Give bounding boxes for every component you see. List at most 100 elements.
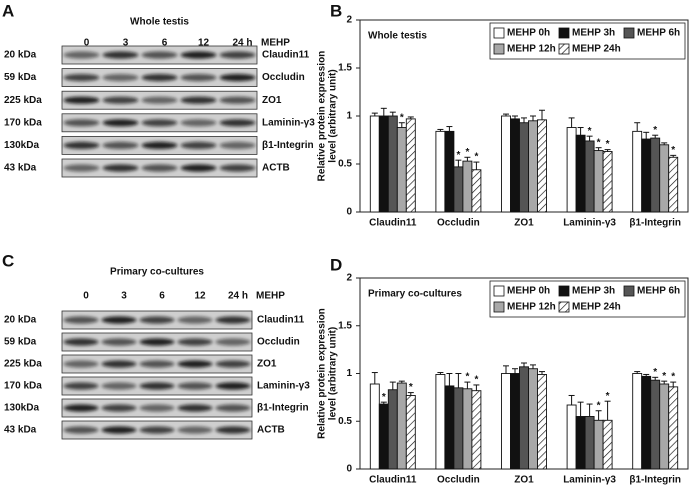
bar <box>659 383 670 470</box>
lane-label: 0 <box>84 38 90 49</box>
blot-band <box>102 141 139 149</box>
lane-label: 3 <box>123 38 129 49</box>
legend-label: MEHP 24h <box>572 44 621 55</box>
legend-label: MEHP 3h <box>572 28 615 39</box>
bar <box>537 119 547 213</box>
bar <box>387 389 398 470</box>
blot-band <box>180 51 217 59</box>
blot-band <box>177 316 213 324</box>
bar <box>602 419 613 470</box>
blot-band <box>63 316 99 324</box>
bar <box>378 403 389 470</box>
bar <box>444 130 455 213</box>
bar <box>510 118 520 213</box>
legend-label: MEHP 12h <box>507 302 556 313</box>
x-tick-label: Occludin <box>437 218 480 229</box>
y-tick-label: 2 <box>346 273 352 284</box>
blot-band <box>141 119 178 127</box>
blot-band <box>63 141 100 149</box>
blot-band <box>219 141 256 149</box>
blot-band <box>63 96 100 104</box>
blot-band <box>219 164 256 172</box>
y-tick-label: 1 <box>346 368 352 379</box>
chart-title: Whole testis <box>368 31 427 42</box>
blot-band <box>215 316 251 324</box>
blot-band <box>139 426 175 434</box>
bar <box>650 137 661 213</box>
bar <box>471 169 482 213</box>
lane-label: 24 h <box>228 291 248 302</box>
significance-mark: * <box>597 400 601 411</box>
bar <box>405 395 416 470</box>
bar <box>668 386 679 470</box>
significance-mark: * <box>597 137 601 148</box>
blot-band <box>63 382 99 390</box>
bar <box>632 130 643 213</box>
x-tick-label: β1-Integrin <box>629 218 681 229</box>
significance-mark: * <box>409 382 413 393</box>
legend-label: MEHP 6h <box>637 28 680 39</box>
lane-label: 12 <box>194 291 206 302</box>
blot-band <box>180 141 217 149</box>
lane-label: 6 <box>162 38 168 49</box>
x-tick-label: Claudin11 <box>369 218 417 229</box>
molecular-weight: 20 kDa <box>4 315 37 326</box>
significance-mark: * <box>382 392 386 403</box>
blot-band <box>215 360 251 368</box>
bar <box>462 160 473 213</box>
legend-swatch <box>623 285 635 297</box>
molecular-weight: 59 kDa <box>4 337 37 348</box>
bar <box>369 115 380 213</box>
bar <box>396 127 407 213</box>
blot-band <box>139 316 175 324</box>
protein-name: ZO1 <box>262 95 282 106</box>
significance-mark: * <box>662 371 666 382</box>
blot-band <box>141 74 178 82</box>
blot-band <box>102 96 139 104</box>
legend-swatch <box>493 285 505 297</box>
blot-band <box>102 164 139 172</box>
blot-band <box>215 404 251 412</box>
molecular-weight: 170 kDa <box>4 117 42 128</box>
significance-mark: * <box>653 367 657 378</box>
blot-band <box>102 74 139 82</box>
lane-label: 6 <box>159 291 165 302</box>
significance-mark: * <box>474 152 478 163</box>
significance-mark: * <box>671 372 675 383</box>
y-axis-label: Relative protein expression <box>317 51 328 182</box>
molecular-weight: 225 kDa <box>4 359 42 370</box>
y-tick-label: 0.5 <box>338 159 352 170</box>
x-tick-label: Claudin11 <box>369 475 417 486</box>
molecular-weight: 59 kDa <box>4 72 37 83</box>
molecular-weight: 130kDa <box>4 403 39 414</box>
y-axis-label: level (arbitrary unit) <box>328 327 339 420</box>
significance-mark: * <box>400 112 404 123</box>
protein-name: Laminin-γ3 <box>257 381 310 392</box>
blot-band <box>219 96 256 104</box>
blot-band <box>63 426 99 434</box>
blot-band <box>63 404 99 412</box>
blot-band <box>101 426 137 434</box>
bar <box>566 127 577 213</box>
y-tick-label: 0 <box>346 207 352 218</box>
legend-swatch <box>558 285 570 297</box>
y-tick-label: 1 <box>346 111 352 122</box>
blot-band <box>63 360 99 368</box>
blot-band <box>102 119 139 127</box>
molecular-weight: 225 kDa <box>4 95 42 106</box>
bar <box>584 416 595 470</box>
blot-band <box>180 74 217 82</box>
significance-mark: * <box>465 147 469 158</box>
x-tick-label: ZO1 <box>514 475 534 486</box>
significance-mark: * <box>671 145 675 156</box>
protein-name: ACTB <box>257 425 285 436</box>
blot-band <box>139 382 175 390</box>
molecular-weight: 130kDa <box>4 140 39 151</box>
blot-band <box>177 426 213 434</box>
blot-title: Whole testis <box>130 17 189 28</box>
legend-label: MEHP 0h <box>507 286 550 297</box>
bar <box>462 388 473 470</box>
legend-label: MEHP 6h <box>637 286 680 297</box>
bar <box>435 374 446 470</box>
